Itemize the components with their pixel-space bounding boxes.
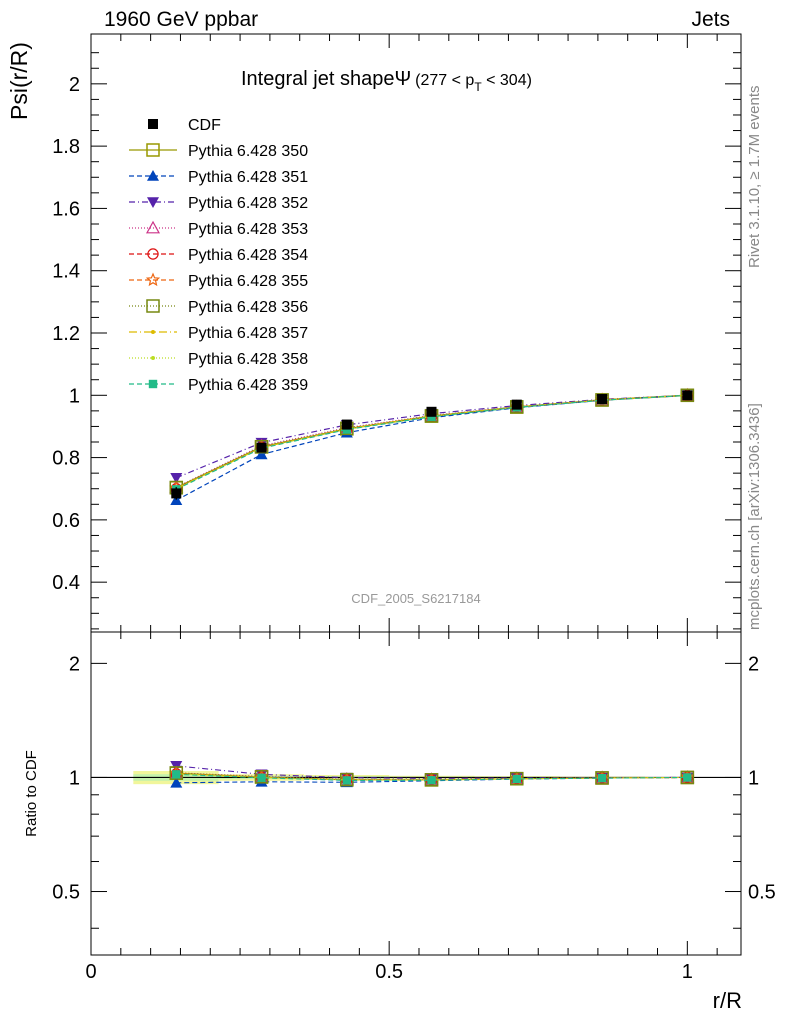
energy-label: 1960 GeV ppbar: [104, 8, 259, 31]
data-point: [597, 394, 608, 405]
process-label: Jets: [691, 8, 730, 31]
legend-label: Pythia 6.428 358: [188, 351, 308, 368]
marker-shape: [172, 770, 181, 779]
series-point: [680, 388, 695, 403]
ratio-plot-frame: [90, 631, 742, 956]
series-point: [170, 494, 183, 506]
marker-shape: [597, 394, 608, 405]
ratio-point: [170, 776, 183, 788]
data-point: [682, 390, 693, 401]
y-tick-label: 1.2: [52, 323, 80, 345]
series-point: [170, 473, 183, 484]
marker-shape: [147, 170, 159, 181]
data-point: [171, 488, 182, 499]
ratio-point: [169, 766, 184, 780]
legend-marker: [151, 330, 155, 334]
ratio-y-tick-label-right: 2: [748, 653, 759, 675]
legend-label: Pythia 6.428 355: [188, 273, 308, 290]
x-tick-label: 0.5: [375, 961, 403, 983]
marker-shape: [683, 773, 692, 782]
ratio-point: [257, 773, 266, 782]
marker-shape: [146, 143, 160, 157]
marker-shape: [256, 442, 267, 453]
y-tick-label: 0.8: [52, 448, 80, 470]
marker-shape: [148, 119, 158, 129]
analysis-id-watermark: CDF_2005_S6217184: [351, 591, 480, 606]
marker-shape: [151, 330, 155, 334]
marker-shape: [255, 448, 268, 460]
legend-label: Pythia 6.428 351: [188, 169, 308, 186]
marker-shape: [511, 399, 522, 410]
legend-marker: [146, 299, 160, 313]
ratio-point: [597, 773, 607, 783]
marker-shape: [151, 356, 155, 360]
legend-label: Pythia 6.428 356: [188, 299, 308, 316]
ratio-point: [342, 776, 352, 785]
marker-shape: [682, 390, 693, 401]
marker-shape: [145, 272, 161, 287]
legend-marker: [147, 248, 159, 260]
y-tick-label: 1: [69, 385, 80, 407]
marker-shape: [148, 379, 158, 389]
ratio-y-tick-label-right: 1: [748, 767, 759, 789]
legend-label: Pythia 6.428 359: [188, 377, 308, 394]
ratio-point: [683, 773, 692, 782]
legend-marker: [146, 143, 160, 157]
ratio-y-tick-label-right: 0.5: [748, 882, 776, 904]
marker-shape: [170, 776, 183, 788]
x-tick-label: 1: [682, 961, 693, 983]
marker-shape: [146, 299, 160, 313]
legend-marker: [148, 379, 158, 389]
y-tick-label: 1.4: [52, 261, 80, 283]
x-axis-label: r/R: [712, 988, 742, 1013]
legend-marker: [145, 272, 161, 287]
marker-shape: [257, 773, 266, 782]
marker-shape: [171, 488, 182, 499]
legend-data-label: CDF: [188, 117, 221, 134]
marker-shape: [170, 473, 183, 484]
y-tick-label: 0.6: [52, 510, 80, 532]
x-tick-label: 0: [85, 961, 96, 983]
legend-marker: [147, 170, 159, 181]
data-point: [341, 419, 352, 430]
marker-shape: [427, 776, 436, 785]
ratio-point: [512, 774, 521, 784]
legend-label: Pythia 6.428 350: [188, 143, 308, 160]
legend-data-marker: [148, 119, 158, 129]
ratio-point: [172, 770, 181, 779]
y-tick-label: 1.6: [52, 198, 80, 220]
data-point: [511, 399, 522, 410]
marker-shape: [342, 776, 352, 785]
marker-shape: [170, 494, 183, 506]
ratio-y-tick-label: 0.5: [52, 882, 80, 904]
ratio-y-tick-label: 2: [69, 653, 80, 675]
marker-shape: [341, 419, 352, 430]
legend-label: Pythia 6.428 357: [188, 325, 308, 342]
ratio-point: [427, 776, 436, 785]
series-point: [255, 448, 268, 460]
legend-label: Pythia 6.428 353: [188, 221, 308, 238]
ratio-y-axis-label: Ratio to CDF: [23, 750, 40, 837]
marker-shape: [680, 388, 695, 403]
marker-shape: [597, 773, 607, 783]
marker-shape: [426, 406, 437, 417]
ratio-y-tick-label: 1: [69, 767, 80, 789]
y-tick-label: 2: [69, 74, 80, 96]
marker-shape: [169, 766, 184, 780]
data-point: [426, 406, 437, 417]
marker-shape: [145, 220, 161, 234]
y-tick-label: 0.4: [52, 572, 80, 594]
y-tick-label: 1.8: [52, 136, 80, 158]
data-point: [256, 442, 267, 453]
chart-title: Integral jet shapeΨ (277 < pT < 304): [241, 68, 532, 94]
legend-marker: [147, 197, 159, 208]
legend-label: Pythia 6.428 352: [188, 195, 308, 212]
marker-shape: [147, 197, 159, 208]
legend-marker: [151, 356, 155, 360]
marker-shape: [512, 774, 521, 784]
legend-label: Pythia 6.428 354: [188, 247, 308, 264]
marker-shape: [147, 248, 159, 260]
legend-marker: [145, 220, 161, 234]
